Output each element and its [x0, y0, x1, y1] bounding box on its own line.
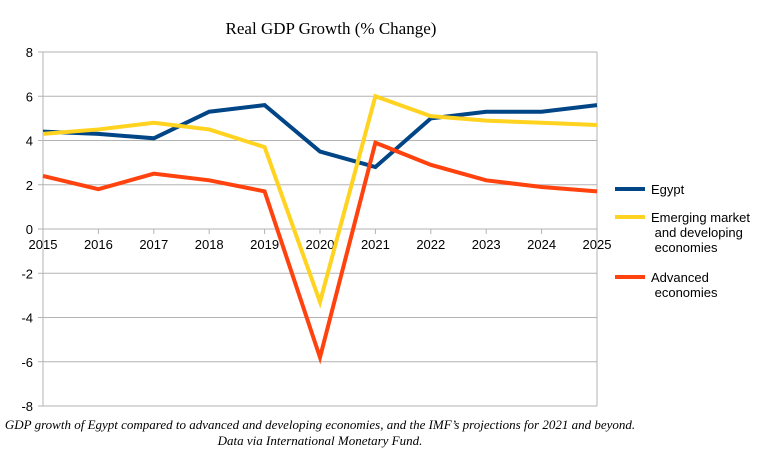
x-tick-label: 2015 [29, 237, 58, 252]
chart-title: Real GDP Growth (% Change) [226, 19, 437, 38]
legend-label: Advanced economies [651, 270, 718, 300]
series-line-1 [42, 93, 598, 309]
chart-caption: GDP growth of Egypt compared to advanced… [4, 417, 636, 448]
y-tick-label: 4 [26, 134, 33, 149]
x-tick-label: 2023 [472, 237, 501, 252]
x-tick-label: 2025 [583, 237, 612, 252]
x-tick-label: 2017 [139, 237, 168, 252]
x-tick-label: 2020 [306, 237, 335, 252]
x-tick-label: 2022 [416, 237, 445, 252]
x-tick-label: 2024 [527, 237, 556, 252]
legend-label: Emerging market and developing economies [651, 210, 750, 255]
y-tick-label: 6 [26, 89, 33, 104]
y-tick-label: 2 [26, 178, 33, 193]
y-tick-label: -4 [21, 311, 33, 326]
x-tick-label: 2018 [195, 237, 224, 252]
x-tick-label: 2019 [250, 237, 279, 252]
x-tick-label: 2016 [84, 237, 113, 252]
y-tick-label: -8 [21, 399, 33, 414]
y-tick-label: 8 [26, 45, 33, 60]
series-line-0 [42, 103, 598, 170]
x-tick-label: 2021 [361, 237, 390, 252]
y-tick-label: -2 [21, 266, 33, 281]
y-tick-label: 0 [26, 222, 33, 237]
series-line-2 [42, 140, 598, 365]
y-tick-label: -6 [21, 355, 33, 370]
legend-label: Egypt [651, 182, 685, 197]
